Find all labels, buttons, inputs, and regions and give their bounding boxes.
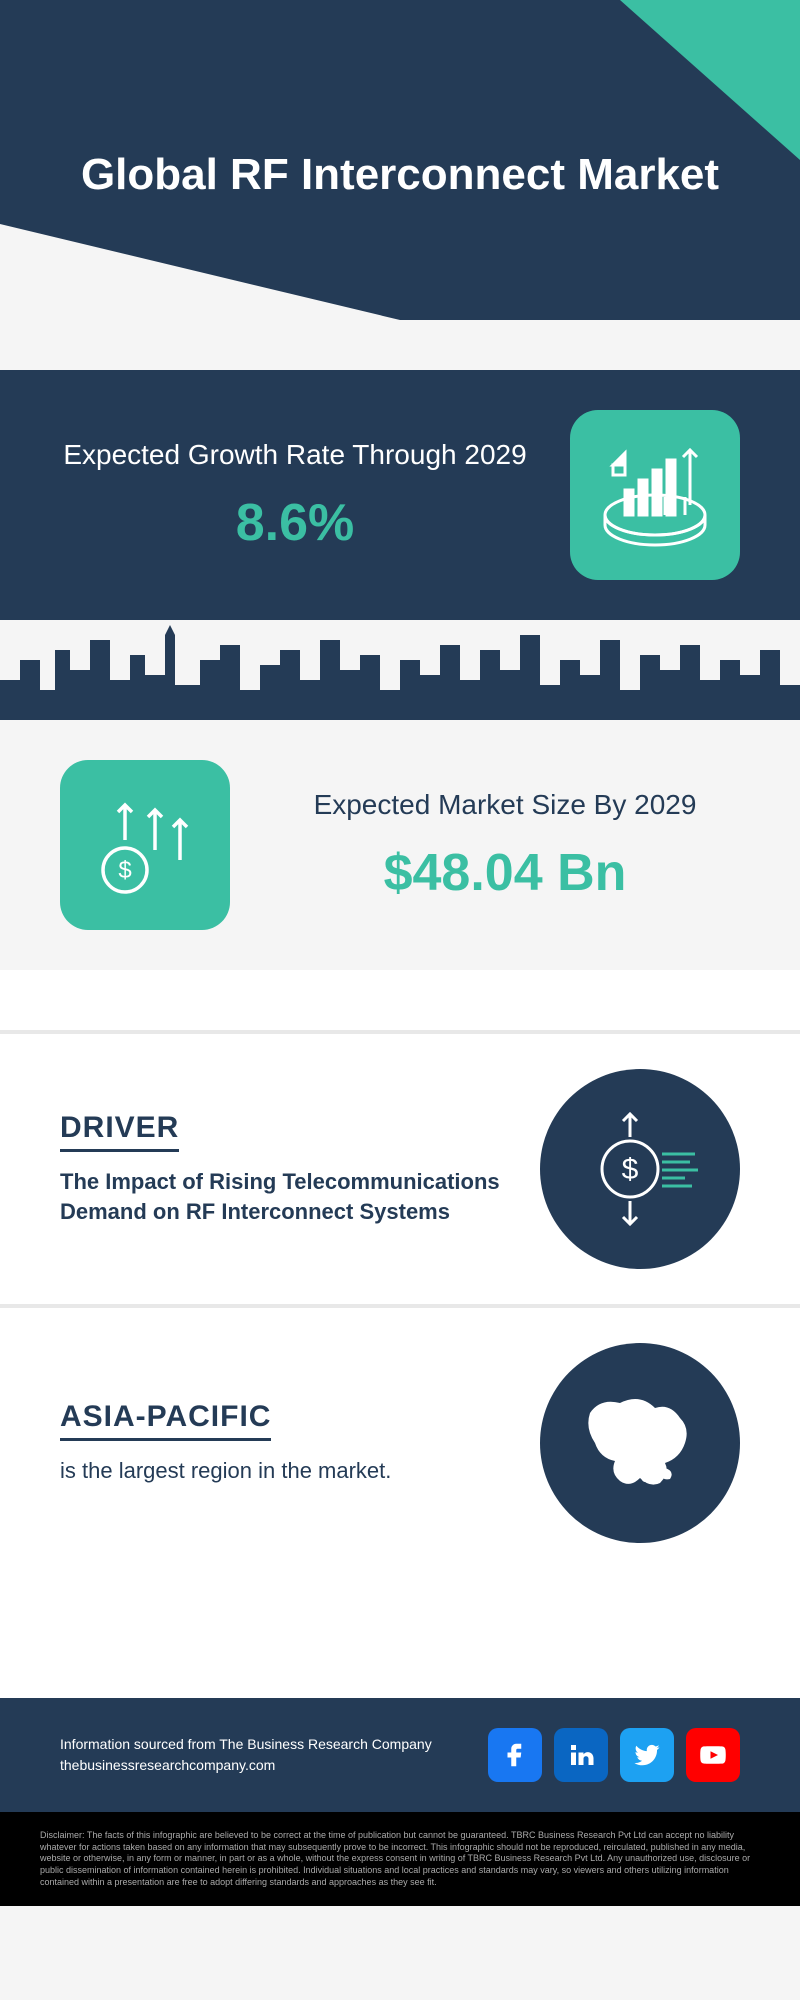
source-text: Information sourced from The Business Re…: [60, 1734, 432, 1776]
gap: [0, 970, 800, 1030]
growth-icon-box: [570, 410, 740, 580]
market-size-text-block: Expected Market Size By 2029 $48.04 Bn: [270, 787, 740, 903]
svg-text:$: $: [118, 857, 131, 884]
market-size-icon-box: $: [60, 760, 230, 930]
youtube-icon[interactable]: [686, 1728, 740, 1782]
disclaimer-text: Disclaimer: The facts of this infographi…: [40, 1830, 760, 1888]
bottom-gap: [0, 1578, 800, 1698]
linkedin-icon[interactable]: [554, 1728, 608, 1782]
driver-section: DRIVER The Impact of Rising Telecommunic…: [0, 1030, 800, 1304]
currency-exchange-icon: $: [570, 1099, 710, 1239]
infographic-container: Global RF Interconnect Market Expected G…: [0, 0, 800, 1906]
region-body: is the largest region in the market.: [60, 1456, 500, 1486]
disclaimer-section: Disclaimer: The facts of this infographi…: [0, 1812, 800, 1906]
growth-text-block: Expected Growth Rate Through 2029 8.6%: [60, 437, 530, 553]
region-heading: ASIA-PACIFIC: [60, 1400, 271, 1441]
growth-label: Expected Growth Rate Through 2029: [60, 437, 530, 473]
twitter-icon[interactable]: [620, 1728, 674, 1782]
growth-chart-icon: [595, 435, 715, 555]
dollar-growth-icon: $: [85, 785, 205, 905]
facebook-icon[interactable]: [488, 1728, 542, 1782]
market-size-section: $ Expected Market Size By 2029 $48.04 Bn: [0, 720, 800, 970]
footer-row: Information sourced from The Business Re…: [60, 1728, 740, 1782]
driver-text-block: DRIVER The Impact of Rising Telecommunic…: [60, 1111, 500, 1226]
asia-map-icon: [570, 1373, 710, 1513]
driver-icon-circle: $: [540, 1069, 740, 1269]
social-icons: [488, 1728, 740, 1782]
region-section: ASIA-PACIFIC is the largest region in th…: [0, 1304, 800, 1578]
source-line1: Information sourced from The Business Re…: [60, 1734, 432, 1755]
svg-text:$: $: [622, 1153, 639, 1186]
market-size-value: $48.04 Bn: [270, 843, 740, 903]
spacer: [0, 320, 800, 370]
growth-rate-section: Expected Growth Rate Through 2029 8.6%: [0, 370, 800, 620]
header-section: Global RF Interconnect Market: [0, 0, 800, 320]
market-size-label: Expected Market Size By 2029: [270, 787, 740, 823]
region-icon-circle: [540, 1343, 740, 1543]
driver-body: The Impact of Rising Telecommunications …: [60, 1167, 500, 1226]
driver-heading: DRIVER: [60, 1111, 179, 1152]
main-title: Global RF Interconnect Market: [81, 149, 719, 202]
source-line2: thebusinessresearchcompany.com: [60, 1755, 432, 1776]
growth-value: 8.6%: [60, 493, 530, 553]
skyline-divider: [0, 620, 800, 720]
region-text-block: ASIA-PACIFIC is the largest region in th…: [60, 1400, 500, 1486]
footer-section: Information sourced from The Business Re…: [0, 1698, 800, 1812]
